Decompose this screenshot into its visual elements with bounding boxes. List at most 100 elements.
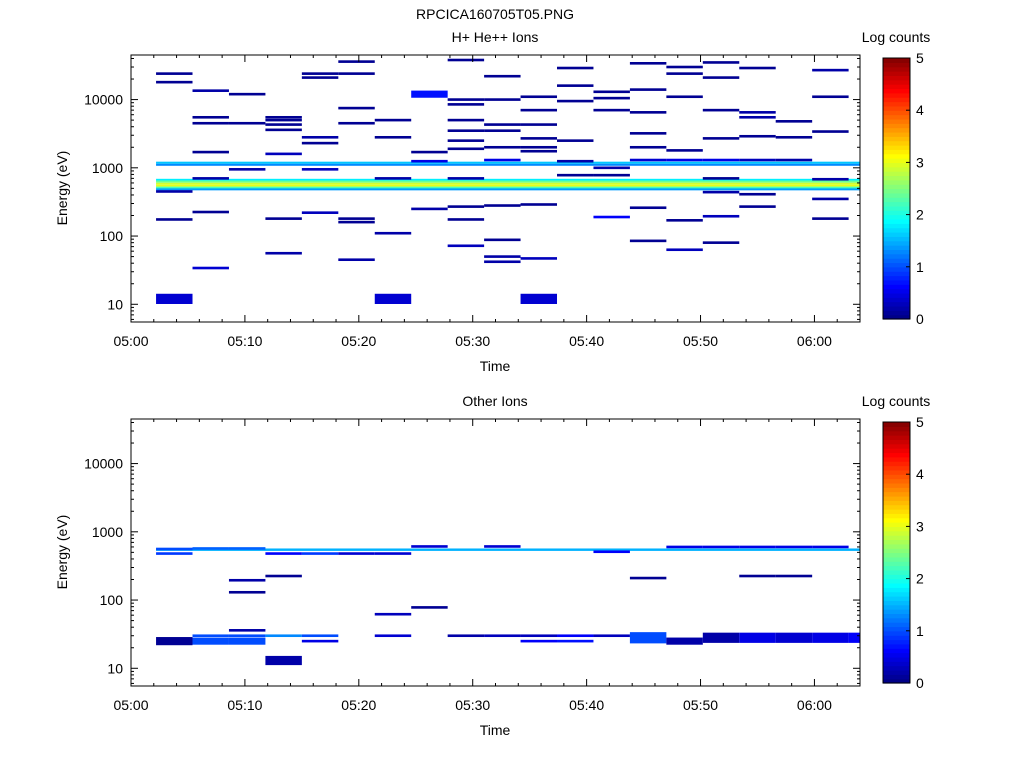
spectrogram-cell (192, 210, 229, 214)
y-tick-label: 10 (107, 296, 123, 312)
colorbar-segment (883, 561, 910, 567)
spectrogram-cell (520, 149, 558, 153)
spectrogram-cell (593, 108, 630, 112)
spectrogram-cell (447, 58, 485, 62)
spectrogram-cell (301, 72, 339, 75)
spectrogram-cell (629, 158, 667, 162)
spectrogram-cell (265, 217, 302, 220)
spectrogram-cell (265, 128, 302, 132)
colorbar-segment (883, 166, 910, 172)
spectrogram-cell (192, 634, 229, 638)
colorbar-segment (883, 288, 910, 294)
colorbar-segment (883, 101, 910, 107)
spectrogram-cell (192, 89, 229, 92)
spectrogram-cell (739, 115, 776, 119)
colorbar-segment (883, 613, 910, 619)
spectrogram-cell (228, 629, 266, 632)
spectrogram-cell (484, 158, 521, 162)
spectrogram-cell (666, 65, 703, 69)
spectrogram-cell (156, 72, 193, 75)
spectrogram-cell (228, 168, 266, 171)
colorbar-segment (883, 435, 910, 440)
colorbar-segment (883, 201, 910, 207)
figure-title: RPCICA160705T05.PNG (416, 6, 574, 22)
spectrogram-cell (739, 205, 776, 208)
spectrogram-cell (739, 66, 776, 70)
colorbar: 0 1 2 3 4 5 (882, 50, 924, 327)
energy-band (156, 182, 860, 185)
colorbar-segment (883, 600, 910, 606)
colorbar-segment (883, 509, 910, 514)
spectrogram-cell (447, 139, 485, 142)
panel-title: Other Ions (462, 393, 527, 409)
spectrogram-cell (520, 95, 558, 99)
colorbar-segment (883, 678, 910, 684)
spectrogram-cell (520, 137, 558, 140)
spectrogram-cell (156, 552, 193, 555)
spectrogram-cell (520, 108, 558, 112)
colorbar-segment (883, 513, 910, 519)
colorbar-tick-label: 4 (916, 102, 924, 118)
spectrogram-cell (338, 552, 375, 555)
spectrogram-cell (739, 111, 776, 114)
spectrogram-cell (447, 177, 485, 180)
spectrogram-cell (228, 92, 266, 96)
spectrogram-cell (301, 634, 339, 638)
colorbar-segment (883, 62, 910, 68)
spectrogram-cell (301, 168, 339, 171)
spectrogram-cell (338, 72, 375, 75)
spectrogram-cell (702, 545, 740, 549)
spectrogram-cell (557, 159, 594, 163)
colorbar-segment (883, 430, 910, 436)
x-tick-label: 06:00 (797, 333, 832, 349)
spectrogram-cells (156, 545, 860, 666)
colorbar-segment (883, 604, 910, 610)
spectrogram-cell (374, 552, 412, 555)
spectrogram-cell (338, 217, 375, 220)
spectrogram-cell (629, 88, 667, 91)
x-tick-label: 05:10 (227, 333, 262, 349)
spectrogram-cell (411, 545, 448, 548)
colorbar-segment (883, 75, 910, 81)
spectrogram-cell (775, 158, 813, 162)
spectrogram-cell (702, 190, 740, 194)
spectrogram-cell (265, 574, 302, 578)
spectrogram-cell (629, 145, 667, 149)
colorbar-segment (883, 674, 910, 680)
colorbar-segment (883, 192, 910, 198)
y-tick-label: 1000 (92, 160, 123, 176)
spectrogram-cell (739, 574, 776, 578)
colorbar-segment (883, 669, 910, 675)
colorbar-segment (883, 569, 910, 575)
x-tick-label: 05:50 (683, 697, 718, 713)
x-tick-label: 05:30 (455, 697, 490, 713)
spectrogram-cell (629, 206, 667, 210)
panel-other-ions: Other Ions 05:00 05:10 05:20 05:30 05:40 05:5… (54, 393, 930, 738)
colorbar-segment (883, 162, 910, 168)
colorbar-segment (883, 469, 910, 475)
spectrogram-cell (265, 152, 302, 156)
spectrogram-cell (374, 293, 412, 304)
colorbar-segment (883, 84, 910, 90)
spectrogram-cell (192, 547, 229, 550)
spectrogram-cell (228, 578, 266, 582)
spectrogram-cell (629, 239, 667, 243)
spectrogram-cell (411, 159, 448, 163)
spectrogram-cell (593, 173, 630, 177)
colorbar-segment (883, 626, 910, 632)
colorbar-segment (883, 552, 910, 558)
spectrogram-cell (666, 219, 703, 222)
colorbar-segment (883, 482, 910, 488)
spectrogram-cell (520, 639, 558, 643)
spectrogram-cell (228, 121, 266, 125)
spectrogram-cell (775, 545, 813, 549)
colorbar-segment (883, 656, 910, 662)
colorbar-segment (883, 301, 910, 307)
spectrogram-cell (739, 192, 776, 196)
colorbar-frame (882, 421, 911, 684)
colorbar-label: Log counts (862, 29, 931, 45)
spectrogram-cell (739, 545, 776, 549)
colorbar-segment (883, 258, 910, 264)
colorbar-tick-label: 5 (916, 414, 924, 430)
energy-band (156, 180, 860, 183)
